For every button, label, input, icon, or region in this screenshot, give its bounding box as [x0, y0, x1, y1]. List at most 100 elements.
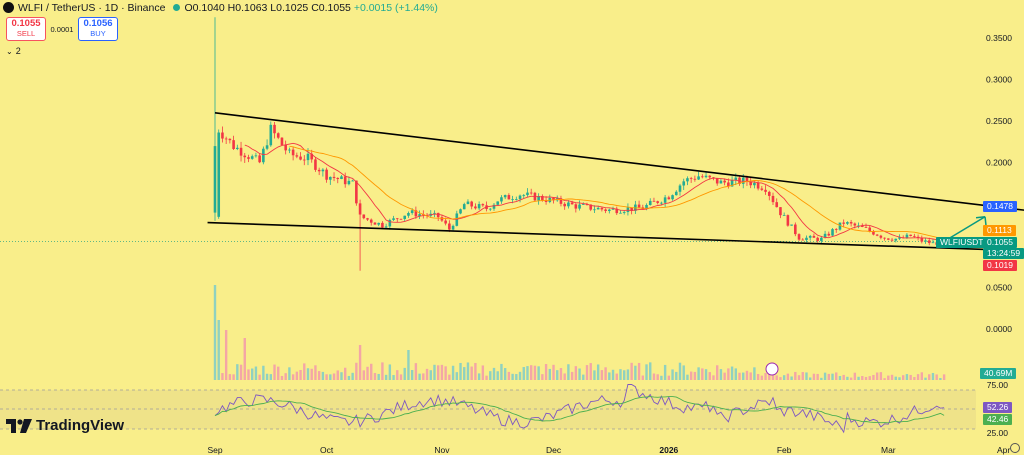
- candle-body: [916, 236, 920, 238]
- volume-bar: [463, 367, 466, 380]
- volume-bar: [879, 372, 883, 380]
- indicators-toggle[interactable]: ⌄ 2: [6, 46, 21, 56]
- brand-name: TradingView: [36, 417, 125, 434]
- volume-bar: [641, 375, 644, 380]
- candle-body: [701, 176, 704, 178]
- volume-bar: [559, 368, 563, 380]
- volume-bar: [370, 363, 373, 380]
- price-tick-label: 0.3500: [986, 33, 1012, 43]
- candle-body: [410, 210, 414, 214]
- volume-bar: [738, 372, 741, 380]
- candle-body: [790, 224, 793, 226]
- candle-body: [329, 176, 332, 180]
- volume-bar: [347, 375, 351, 380]
- volume-bar: [667, 375, 671, 380]
- volume-bar: [232, 374, 235, 380]
- volume-bar: [697, 367, 700, 380]
- candle-body: [355, 180, 358, 204]
- sell-button[interactable]: 0.1055 SELL: [6, 17, 46, 41]
- volume-bar: [414, 363, 418, 380]
- buy-button[interactable]: 0.1056 BUY: [78, 17, 118, 41]
- candle-body: [462, 204, 466, 210]
- volume-bar: [570, 371, 574, 380]
- candle-body: [927, 240, 931, 244]
- volume-bar: [221, 373, 224, 380]
- candle-body: [221, 132, 224, 139]
- candle-body: [652, 200, 656, 202]
- open-value: O0.1040: [184, 1, 225, 14]
- candle-body: [794, 224, 797, 235]
- volume-bar: [429, 370, 432, 380]
- candle-body: [615, 208, 619, 214]
- volume-bar: [437, 365, 440, 380]
- volume-bar: [820, 377, 823, 380]
- candle-body: [332, 176, 336, 178]
- candle-body: [909, 234, 912, 236]
- volume-label: 40.69M: [980, 368, 1017, 379]
- volume-bar: [358, 345, 362, 380]
- price-tick-label: 0.3000: [986, 75, 1012, 85]
- candle-body: [756, 182, 760, 189]
- candle-body: [269, 124, 273, 146]
- candle-body: [243, 155, 247, 158]
- volume-bar: [303, 363, 306, 380]
- volume-bar: [213, 285, 217, 380]
- chevron-down-icon: ⌄: [6, 46, 13, 56]
- candle-body: [667, 197, 671, 200]
- volume-bar: [902, 375, 905, 380]
- candle-body: [444, 220, 447, 224]
- volume-bar: [604, 367, 607, 380]
- candle-body: [619, 212, 622, 214]
- candle-body: [563, 203, 566, 207]
- volume-bar: [801, 372, 804, 380]
- settings-gear-icon[interactable]: [1010, 443, 1020, 453]
- volume-bar: [265, 373, 269, 380]
- volume-bar: [645, 364, 648, 380]
- volume-bar: [321, 371, 325, 380]
- trade-panel: 0.1055 SELL 0.0001 0.1056 BUY: [6, 17, 118, 41]
- grid: [0, 240, 976, 430]
- volume-bar: [291, 374, 295, 380]
- candle-body: [258, 155, 261, 163]
- volume-bar: [898, 377, 901, 380]
- candle-body: [823, 233, 827, 238]
- volume-bars: [213, 285, 946, 380]
- candle-body: [868, 227, 872, 232]
- candle-body: [440, 217, 444, 221]
- volume-bar: [779, 377, 782, 380]
- trendlines[interactable]: [207, 112, 1024, 376]
- volume-bar: [451, 365, 455, 380]
- volume-bar: [489, 371, 492, 380]
- volume-bar: [418, 373, 421, 380]
- tradingview-logo[interactable]: TradingView: [6, 417, 124, 434]
- volume-bar: [474, 362, 477, 380]
- volume-bar: [693, 371, 697, 380]
- candle-body: [723, 180, 726, 183]
- candle-body: [812, 235, 816, 238]
- volume-bar: [756, 374, 760, 380]
- volume-bar: [600, 370, 604, 380]
- volume-bar: [228, 374, 232, 380]
- volume-bar: [381, 362, 384, 380]
- candle-body: [295, 155, 299, 157]
- volume-bar: [589, 363, 592, 380]
- candle-body: [503, 195, 507, 198]
- candle-body: [247, 157, 250, 159]
- volume-bar: [905, 374, 909, 380]
- candle-body: [879, 235, 883, 238]
- volume-bar: [719, 369, 723, 380]
- volume-bar: [723, 372, 726, 380]
- candle-body: [217, 132, 221, 217]
- volume-bar: [649, 362, 652, 380]
- projection-arrow-head: [975, 216, 986, 219]
- volume-bar: [701, 368, 704, 380]
- volume-bar: [384, 374, 388, 380]
- volume-bar: [734, 368, 737, 380]
- candles: [213, 17, 946, 271]
- candle-body: [541, 196, 544, 201]
- candle-body: [280, 137, 284, 145]
- candle-body: [697, 176, 700, 180]
- volume-bar: [503, 368, 507, 380]
- symbol-title[interactable]: WLFI / TetherUS · 1D · Binance: [18, 1, 166, 14]
